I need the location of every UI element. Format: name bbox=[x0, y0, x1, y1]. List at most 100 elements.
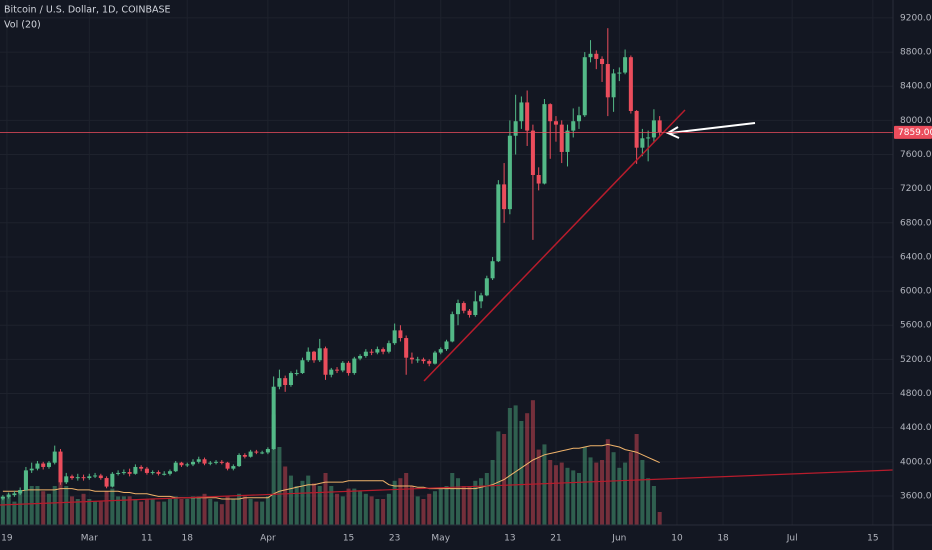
y-tick-label: 8000.00 bbox=[900, 116, 932, 126]
volume-bar bbox=[473, 480, 478, 525]
candle-body bbox=[23, 470, 28, 490]
volume-bar bbox=[271, 414, 276, 525]
volume-bar bbox=[35, 486, 40, 525]
volume-bar bbox=[75, 499, 80, 525]
x-tick-label: Jul bbox=[786, 534, 798, 544]
candle-body bbox=[0, 496, 5, 499]
candle-body bbox=[392, 330, 397, 344]
candle-body bbox=[525, 102, 530, 131]
candle-body bbox=[588, 53, 593, 58]
volume-bar bbox=[623, 462, 628, 525]
y-tick-label: 5200.00 bbox=[900, 355, 932, 365]
volume-bar bbox=[202, 493, 207, 525]
volume-bar bbox=[283, 466, 288, 525]
candle-body bbox=[340, 362, 345, 371]
x-tick-label: 18 bbox=[717, 534, 729, 544]
volume-bar bbox=[242, 496, 247, 525]
candle-body bbox=[323, 348, 328, 375]
volume-bar bbox=[381, 499, 386, 525]
volume-pane bbox=[0, 400, 662, 525]
candle-body bbox=[294, 373, 299, 375]
trend-line bbox=[423, 109, 686, 382]
candle-body bbox=[513, 121, 518, 136]
candle-body bbox=[375, 349, 380, 353]
volume-bar bbox=[392, 480, 397, 525]
candle-body bbox=[69, 476, 75, 479]
candle-body bbox=[190, 461, 196, 465]
candle-body bbox=[496, 184, 501, 262]
volume-bar bbox=[628, 452, 633, 525]
volume-bar bbox=[173, 496, 178, 525]
candle-body bbox=[352, 358, 357, 374]
x-tick-label: 19 bbox=[1, 534, 13, 544]
candle-body bbox=[421, 359, 426, 362]
volume-ma-line bbox=[2, 443, 660, 500]
volume-bar bbox=[651, 486, 656, 525]
candle-body bbox=[75, 477, 80, 479]
candle-body bbox=[450, 314, 455, 342]
volume-bar bbox=[398, 478, 403, 525]
candle-body bbox=[605, 64, 610, 98]
x-tick-label: 15 bbox=[343, 534, 354, 544]
candle-body bbox=[248, 451, 253, 457]
volume-bar bbox=[588, 457, 593, 525]
candle-body bbox=[150, 472, 155, 474]
volume-bar bbox=[565, 467, 570, 525]
last-price-label: 7859.00 bbox=[898, 128, 932, 138]
volume-bar bbox=[352, 488, 357, 525]
candle-body bbox=[311, 351, 317, 361]
candle-body bbox=[461, 303, 466, 311]
volume-bar bbox=[415, 496, 420, 525]
candle-body bbox=[415, 359, 420, 361]
candle-body bbox=[553, 121, 558, 125]
candle-body bbox=[565, 130, 570, 152]
volume-bar bbox=[346, 488, 351, 525]
volume-bar bbox=[404, 473, 409, 525]
volume-bar bbox=[64, 486, 69, 525]
candle-body bbox=[409, 357, 414, 360]
candle-body bbox=[358, 355, 363, 359]
candle-body bbox=[127, 472, 132, 474]
x-tick-label: Apr bbox=[260, 534, 276, 544]
candle-body bbox=[300, 360, 305, 374]
volume-bar bbox=[507, 408, 512, 525]
candle-body bbox=[277, 378, 282, 387]
volume-bar bbox=[450, 473, 455, 525]
candle-body bbox=[507, 135, 512, 210]
y-tick-label: 5600.00 bbox=[900, 321, 932, 331]
candle-body bbox=[634, 110, 639, 148]
volume-bar bbox=[260, 501, 265, 525]
volume-bar bbox=[93, 501, 98, 525]
candle-body bbox=[646, 137, 651, 139]
volume-bar bbox=[29, 486, 34, 525]
candle-body bbox=[254, 451, 259, 453]
volume-bar bbox=[18, 491, 23, 525]
x-tick-label: 21 bbox=[550, 534, 561, 544]
volume-bar bbox=[23, 473, 28, 525]
volume-bar bbox=[288, 475, 293, 525]
arrow bbox=[665, 122, 756, 139]
volume-bar bbox=[594, 462, 599, 525]
candle-body bbox=[58, 451, 63, 483]
volume-bar bbox=[340, 496, 345, 525]
candle-body bbox=[265, 449, 270, 453]
volume-bar bbox=[484, 473, 489, 525]
candle-body bbox=[363, 351, 368, 356]
candle-body bbox=[548, 104, 553, 122]
candles bbox=[0, 28, 662, 501]
x-tick-label: 10 bbox=[671, 534, 683, 544]
volume-bar bbox=[369, 496, 374, 525]
volume-bar bbox=[553, 465, 558, 525]
volume-bar bbox=[306, 475, 311, 525]
volume-bar bbox=[548, 460, 553, 525]
candle-body bbox=[46, 462, 51, 467]
volume-bar bbox=[231, 499, 236, 525]
y-tick-label: 7200.00 bbox=[900, 184, 932, 194]
volume-bar bbox=[421, 499, 426, 525]
volume-bar bbox=[110, 488, 115, 525]
candle-body bbox=[346, 362, 351, 374]
candle-body bbox=[104, 478, 109, 487]
x-tick-label: 15 bbox=[867, 534, 878, 544]
volume-bar bbox=[375, 499, 380, 525]
candle-body bbox=[139, 466, 144, 469]
